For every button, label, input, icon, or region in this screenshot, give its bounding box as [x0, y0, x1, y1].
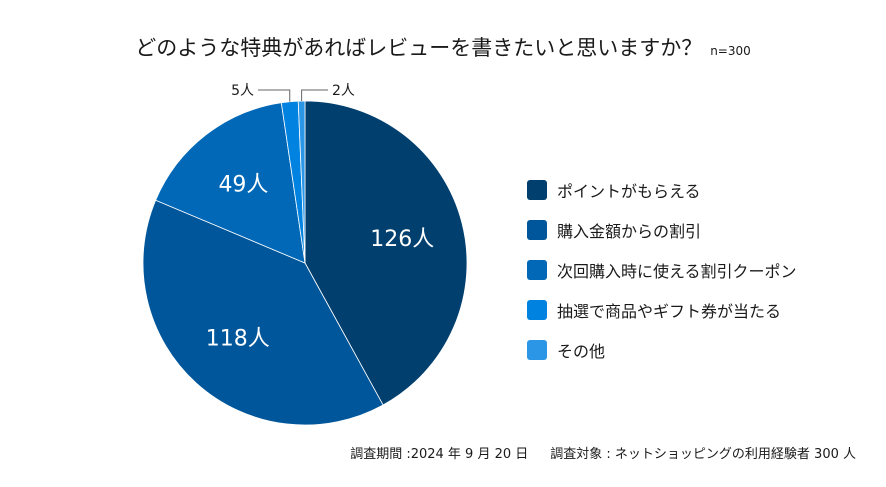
data-label: 5人 — [231, 83, 254, 99]
sample-size: n=300 — [710, 44, 751, 58]
legend: ポイントがもらえる 購入金額からの割引次回購入時に使える割引クーポン 抽選で商品やギ… — [527, 170, 797, 370]
data-label: 49人 — [218, 173, 268, 198]
legend-item: 抽選で商品やギフト券が当たる — [527, 290, 797, 330]
legend-swatch — [527, 180, 547, 200]
legend-label: ポイントがもらえる — [557, 182, 701, 201]
data-label: 2人 — [332, 83, 355, 99]
data-label: 126人 — [370, 227, 434, 252]
legend-item: 購入金額からの割引 — [527, 210, 797, 250]
legend-label: 購入金額からの割引 — [557, 222, 702, 241]
footer: 調査期間 :2024 年 9 月 20 日 調査対象 : ネットショッピングの利用… — [350, 443, 856, 462]
pie-slice — [304, 100, 468, 406]
legend-swatch — [527, 340, 547, 360]
legend-swatch — [527, 300, 547, 320]
data-label: 118人 — [206, 327, 270, 352]
legend-swatch — [527, 260, 547, 280]
legend-swatch — [527, 220, 547, 240]
survey-target: 調査対象 : ネットショッピングの利用経験者 300 人 — [550, 447, 856, 462]
legend-item: ポイントがもらえる — [527, 170, 797, 210]
chart-title: どのような特典があればレビューを書きたいと思いますか？ n=300 — [0, 32, 886, 62]
pie-slice — [155, 102, 306, 264]
legend-item: その他 — [527, 330, 797, 370]
legend-item: 次回購入時に使える割引クーポン — [527, 250, 797, 290]
survey-period: 調査期間 :2024 年 9 月 20 日 — [350, 447, 529, 462]
pie-slice — [142, 199, 384, 426]
leader-line — [258, 89, 291, 102]
legend-label: 次回購入時に使える割引クーポン — [557, 262, 797, 281]
legend-label: 抽選で商品やギフト券が当たる — [557, 302, 782, 321]
title-text: どのような特典があればレビューを書きたいと思いますか？ — [135, 36, 703, 60]
leader-line — [301, 89, 328, 102]
legend-label: その他 — [557, 342, 606, 361]
